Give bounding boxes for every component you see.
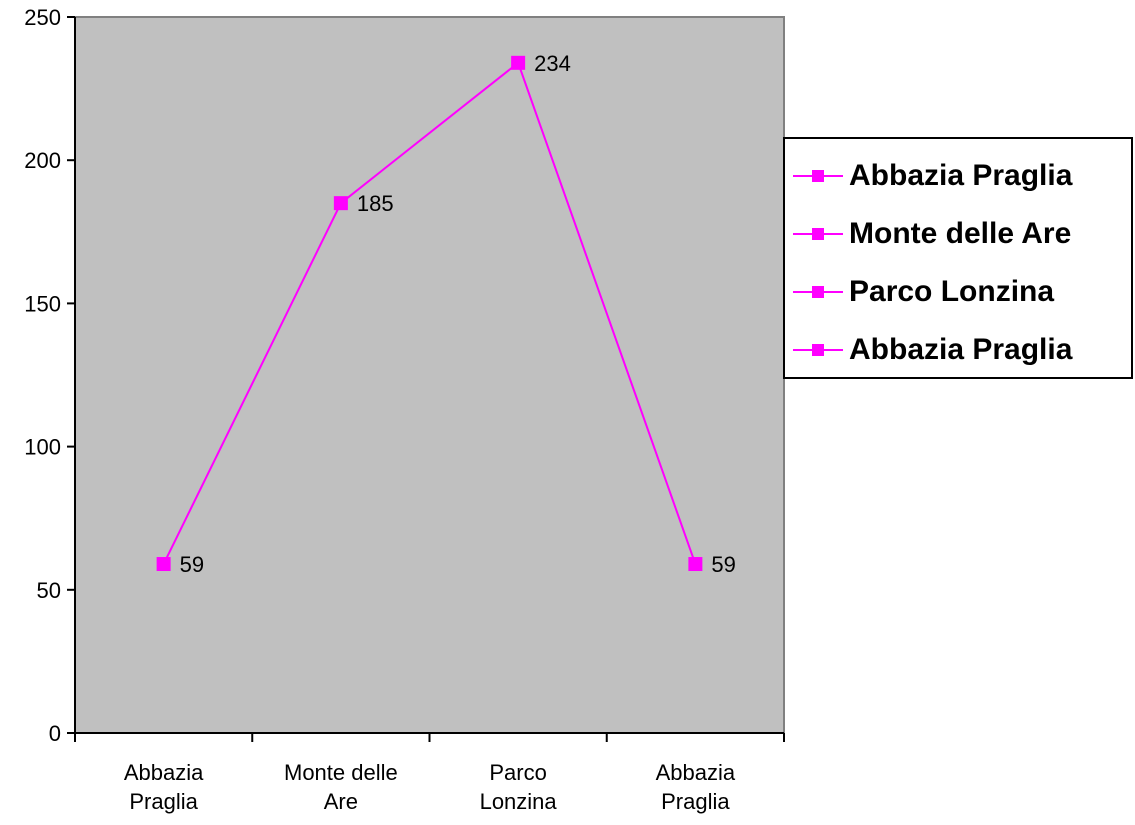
legend-swatch [793, 224, 843, 244]
x-tick-label: Lonzina [480, 789, 558, 814]
y-tick-label: 250 [24, 5, 61, 30]
series-line [162, 61, 697, 565]
legend-swatch-marker [812, 228, 824, 240]
legend-swatch-marker [812, 344, 824, 356]
data-point [333, 196, 348, 211]
legend-item: Monte delle Are [793, 214, 1071, 254]
data-label: 59 [711, 552, 735, 577]
plot-area [74, 16, 785, 734]
legend-item: Abbazia Praglia [793, 156, 1072, 196]
legend-swatch-marker [812, 286, 824, 298]
x-tick-label: Praglia [129, 789, 198, 814]
y-tick-label: 150 [24, 291, 61, 316]
x-axis-ticks: Abbazia Praglia Monte delle Are Parco Lonzina… [74, 733, 785, 814]
data-label: 234 [534, 51, 571, 76]
x-tick-label: Are [324, 789, 358, 814]
legend-label: Abbazia Praglia [849, 333, 1073, 366]
data-labels-layer: 59 185 234 59 [180, 51, 736, 577]
x-tick-label: Abbazia [124, 760, 204, 785]
legend-item: Parco Lonzina [793, 272, 1054, 312]
x-tick-label: Monte delle [284, 760, 398, 785]
data-label: 185 [357, 191, 394, 216]
x-tick-label: Parco [489, 760, 546, 785]
legend-label: Abbazia Praglia [849, 159, 1073, 192]
data-label: 59 [180, 552, 204, 577]
legend-swatch [793, 282, 843, 302]
legend-label: Monte delle Are [849, 217, 1072, 250]
legend-swatch [793, 340, 843, 360]
data-point [511, 55, 526, 70]
legend-swatch-marker [812, 170, 824, 182]
y-axis-ticks: 0 50 100 150 200 250 [24, 5, 75, 746]
x-tick-label: Abbazia [656, 760, 736, 785]
legend-item: Abbazia Praglia [793, 330, 1072, 370]
data-point [156, 557, 171, 572]
y-tick-label: 0 [49, 721, 61, 746]
y-tick-label: 50 [37, 578, 61, 603]
series-layer [156, 55, 703, 572]
x-tick-label: Praglia [661, 789, 730, 814]
data-point [688, 557, 703, 572]
y-tick-label: 200 [24, 148, 61, 173]
legend: Abbazia Praglia Monte delle Are Parco Lonz… [783, 137, 1133, 379]
legend-swatch [793, 166, 843, 186]
y-tick-label: 100 [24, 435, 61, 460]
legend-label: Parco Lonzina [849, 275, 1055, 308]
